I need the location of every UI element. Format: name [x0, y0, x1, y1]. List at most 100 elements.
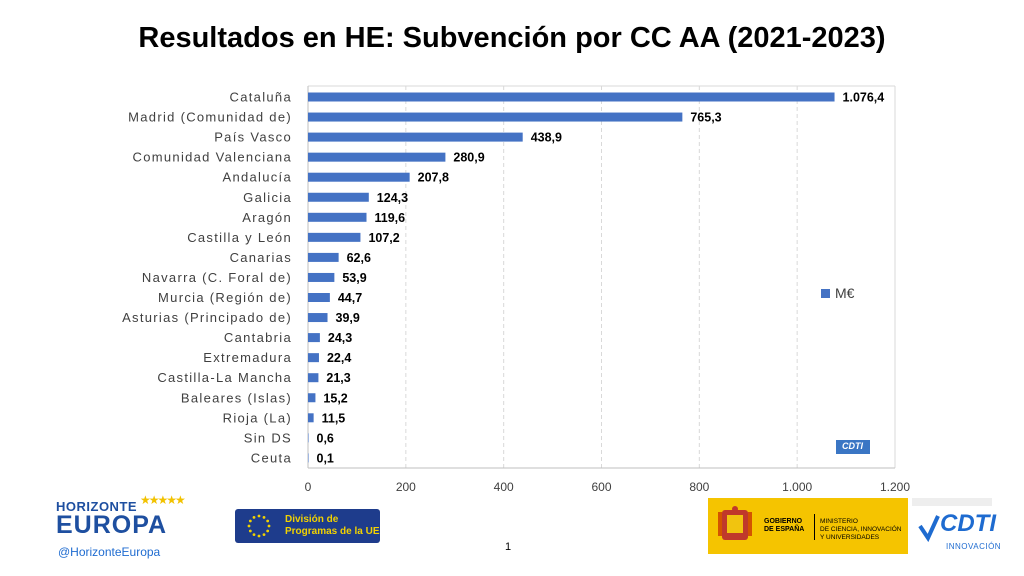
eu-star: [248, 529, 252, 533]
cdti-name: CDTI: [940, 510, 996, 537]
category-label: Rioja (La): [223, 410, 292, 425]
value-label: 15,2: [323, 391, 347, 405]
category-label: Galicia: [243, 190, 292, 205]
gobierno-espana-logo: GOBIERNO DE ESPAÑA MINISTERIO DE CIENCIA…: [708, 498, 908, 554]
eu-stars-icon: [247, 514, 271, 538]
gob-line2: DE ESPAÑA: [764, 526, 805, 533]
category-label: Murcia (Región de): [158, 290, 292, 305]
bar: [308, 272, 335, 282]
x-tick-label: 600: [591, 480, 611, 494]
gob-line1: GOBIERNO: [764, 518, 803, 525]
category-label: Castilla y León: [187, 230, 292, 245]
horizonte-line2: EUROPA: [56, 511, 168, 539]
horizonte-europa-logo: ★★★★★ HORIZONTE EUROPA @HorizonteEuropa: [56, 493, 186, 563]
bar: [308, 112, 683, 122]
coat-of-arms-icon: [718, 506, 752, 540]
bar: [308, 252, 339, 262]
category-label: Andalucía: [222, 170, 292, 185]
value-label: 53,9: [342, 271, 366, 285]
bar: [308, 172, 410, 182]
legend-label: M€: [835, 285, 855, 301]
category-label: Canarias: [230, 250, 292, 265]
value-label: 62,6: [347, 251, 371, 265]
horizonte-handle: @HorizonteEuropa: [58, 545, 161, 559]
ue-text: División de Programas de la UE: [285, 514, 379, 538]
value-label: 438,9: [531, 131, 562, 145]
ministerio-line3: Y UNIVERSIDADES: [820, 534, 880, 541]
value-label: 119,6: [375, 211, 406, 225]
eu-star: [252, 515, 256, 519]
category-label: Extremadura: [203, 350, 292, 365]
category-label: Castilla-La Mancha: [157, 370, 292, 385]
eu-star: [247, 524, 251, 528]
eu-star: [267, 524, 271, 528]
category-label: Madrid (Comunidad de): [128, 110, 292, 125]
bar: [308, 132, 523, 142]
bar: [308, 232, 361, 242]
chart-title: Resultados en HE: Subvención por CC AA (…: [138, 22, 886, 54]
cdti-sub: INNOVACIÓN: [946, 542, 1002, 551]
category-label: Navarra (C. Foral de): [142, 270, 292, 285]
bar: [308, 433, 309, 443]
eu-star: [248, 519, 252, 523]
eu-star: [257, 534, 261, 538]
eu-star: [266, 529, 270, 533]
cdti-mark-icon: [918, 515, 940, 542]
category-label: Ceuta: [251, 450, 292, 465]
bar: [308, 313, 328, 323]
value-label: 1.076,4: [843, 91, 885, 105]
value-label: 0,1: [317, 451, 334, 465]
bar: [308, 293, 330, 302]
category-label: Comunidad Valenciana: [133, 150, 292, 165]
value-label: 11,5: [322, 411, 346, 425]
bar: [308, 333, 320, 343]
bar: [308, 393, 316, 403]
value-label: 124,3: [377, 191, 408, 205]
x-tick-label: 200: [396, 480, 416, 494]
x-tick-label: 400: [494, 480, 514, 494]
bar-chart: 0 200 400 600 800 1.000 1.200 Cataluña 1.076,4 M…: [122, 85, 910, 494]
division-programas-ue-logo: División de Programas de la UE: [235, 509, 380, 543]
ministerio-text: MINISTERIO DE CIENCIA, INNOVACIÓN Y UNIV…: [820, 518, 902, 542]
ministerio-line2: DE CIENCIA, INNOVACIÓN: [820, 526, 902, 533]
category-label: Sin DS: [244, 430, 292, 445]
eu-star: [262, 533, 266, 537]
x-tick-label: 1.200: [880, 480, 910, 494]
category-label: Aragón: [242, 210, 292, 225]
value-label: 765,3: [690, 111, 721, 125]
ministerio-line1: MINISTERIO: [820, 518, 858, 525]
category-label: Cataluña: [230, 90, 292, 105]
bar: [308, 212, 367, 222]
cdti-watermark-text: CDTI: [842, 441, 863, 451]
page-number: 1: [505, 541, 512, 553]
bar: [308, 373, 319, 383]
ue-line2: Programas de la UE: [285, 526, 380, 537]
stars-arc-icon: ★★★★★: [140, 493, 186, 507]
value-label: 24,3: [328, 331, 352, 345]
bar: [308, 413, 314, 423]
cdti-logo: CDTI INNOVACIÓN: [912, 498, 1001, 554]
value-label: 39,9: [336, 311, 360, 325]
horizonte-line1: HORIZONTE: [56, 499, 138, 514]
bar: [308, 92, 835, 102]
x-tick-label: 800: [689, 480, 709, 494]
eu-star: [266, 519, 270, 523]
eu-star: [252, 533, 256, 537]
legend-swatch: [821, 289, 830, 298]
gob-separator: [814, 514, 815, 540]
bar: [308, 152, 446, 162]
cdti-watermark: CDTI: [836, 440, 870, 454]
category-label: Baleares (Islas): [181, 390, 292, 405]
x-tick-label: 1.000: [782, 480, 812, 494]
value-label: 22,4: [327, 351, 351, 365]
value-label: 207,8: [418, 171, 449, 185]
value-label: 44,7: [338, 291, 362, 305]
ue-line1: División de: [285, 514, 339, 525]
gobierno-text: GOBIERNO DE ESPAÑA: [764, 518, 804, 534]
eu-star: [257, 514, 261, 518]
bar: [308, 453, 309, 463]
value-label: 280,9: [453, 151, 484, 165]
x-tick-label: 0: [305, 480, 312, 494]
value-label: 21,3: [326, 371, 350, 385]
value-label: 107,2: [368, 231, 399, 245]
